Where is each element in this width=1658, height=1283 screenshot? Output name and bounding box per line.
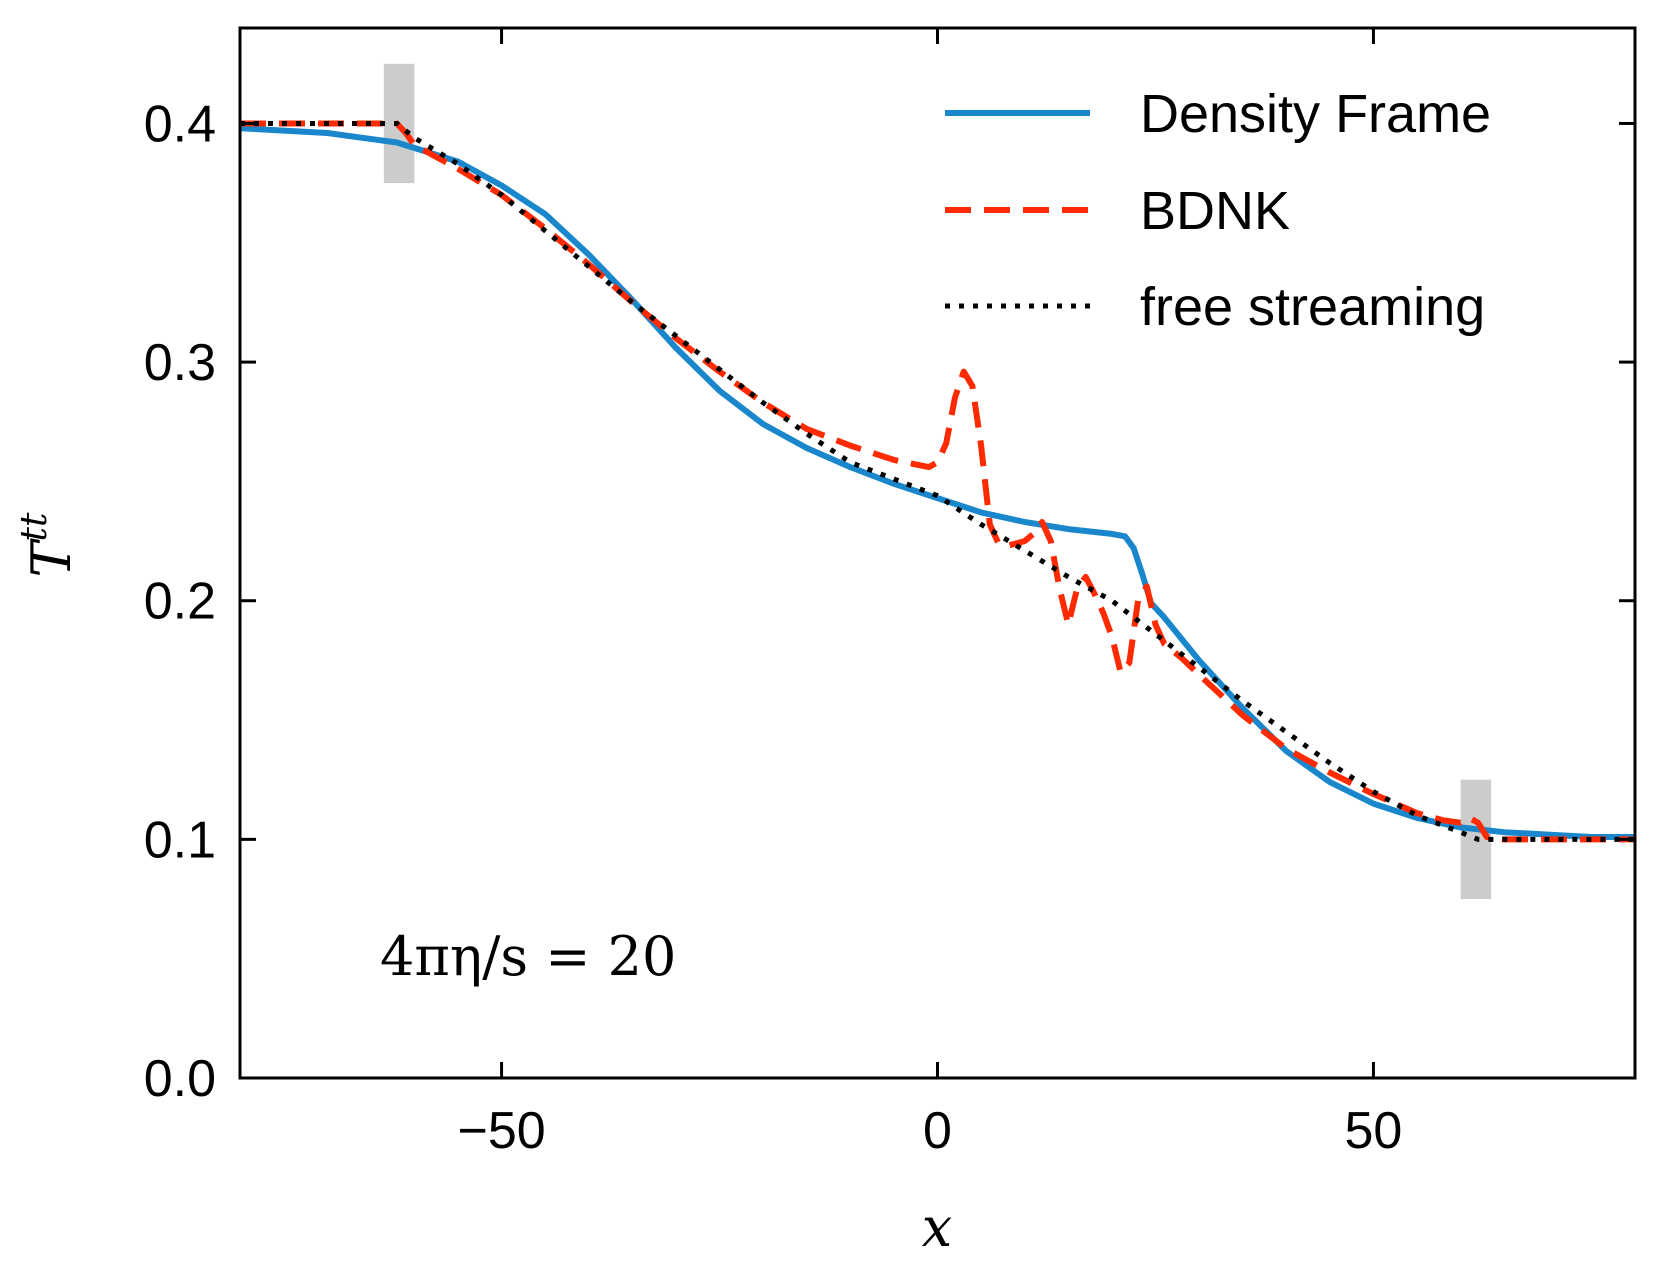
- x-axis-label: x: [922, 1196, 952, 1259]
- series-line-bdnk: [240, 120, 1635, 843]
- y-tick-label: 0.4: [144, 95, 216, 153]
- series-line-free-streaming: [240, 121, 1635, 842]
- y-tick-label: 0.2: [144, 573, 216, 631]
- axis-ticks: −50 0 50 0.0 0.1 0.2 0.3 0.4: [144, 28, 1635, 1160]
- legend-label-free-streaming: free streaming: [1140, 277, 1485, 337]
- legend: Density Frame BDNK free streaming: [945, 84, 1491, 337]
- series-lines: [239, 120, 1635, 843]
- legend-label-bdnk: BDNK: [1140, 181, 1290, 241]
- y-tick-label: 0.0: [144, 1050, 216, 1108]
- series-line-density-frame: [239, 125, 1635, 840]
- x-tick-label: −50: [457, 1102, 545, 1160]
- y-axis-label-base: T: [20, 537, 83, 577]
- annotation-viscosity: 4πη/s = 20: [380, 925, 676, 988]
- x-tick-label: 0: [923, 1102, 952, 1160]
- y-axis-label: Ttt: [14, 512, 83, 577]
- x-tick-label: 50: [1345, 1102, 1403, 1160]
- y-tick-label: 0.3: [144, 334, 216, 392]
- y-tick-label: 0.1: [144, 811, 216, 869]
- legend-label-density-frame: Density Frame: [1140, 84, 1491, 144]
- y-axis-label-sup: tt: [14, 512, 55, 541]
